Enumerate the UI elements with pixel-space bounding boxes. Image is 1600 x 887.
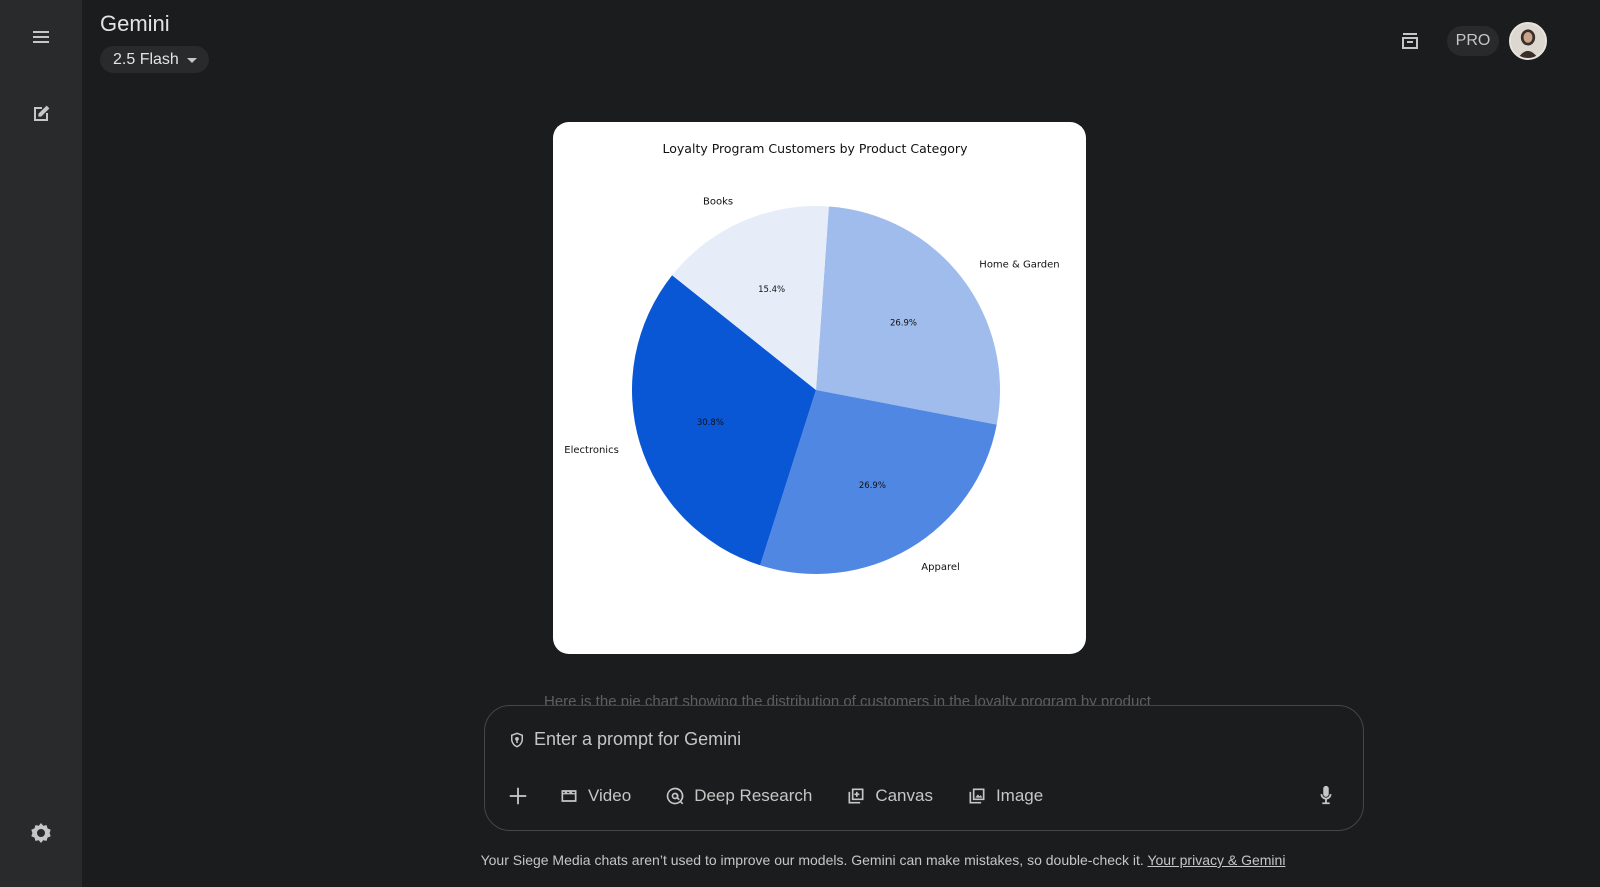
microphone-icon	[1320, 785, 1332, 805]
sidebar	[0, 0, 82, 887]
main-area: Gemini 2.5 Flash PRO Loyalty Program Cus…	[82, 0, 1600, 887]
model-label: 2.5 Flash	[113, 50, 179, 68]
pie-category-label: Books	[703, 196, 733, 207]
tool-video[interactable]: Video	[559, 786, 631, 806]
pie-slice-electronics	[632, 275, 816, 566]
avatar[interactable]	[1509, 22, 1547, 60]
pie-category-label: Apparel	[921, 562, 960, 573]
new-chat-button[interactable]	[21, 94, 61, 134]
prompt-composer: Enter a prompt for Gemini Video Deep Res…	[484, 705, 1364, 831]
pie-slice-home-garden	[816, 206, 1001, 425]
tool-canvas[interactable]: Canvas	[846, 786, 933, 806]
model-selector[interactable]: 2.5 Flash	[100, 46, 209, 73]
pie-slice-books	[672, 206, 829, 390]
pie-labels: 26.9% Home & Garden 26.9% Apparel 30.8% Elect…	[564, 196, 1059, 573]
tool-label: Image	[995, 786, 1044, 805]
video-icon	[561, 790, 577, 802]
pie-percent-label: 15.4%	[758, 285, 785, 295]
pie-percent-label: 26.9%	[890, 319, 917, 329]
microphone-button[interactable]	[1315, 784, 1339, 808]
shield-icon	[511, 732, 523, 747]
image-icon	[969, 788, 985, 804]
new-chat-icon	[34, 105, 50, 121]
pie-slices	[632, 206, 1001, 575]
previous-response-text: Here is the pie chart showing the distri…	[544, 693, 1151, 707]
pie-category-label: Electronics	[564, 445, 619, 456]
tool-label: Canvas	[875, 786, 933, 805]
plus-icon	[509, 787, 527, 805]
add-button[interactable]	[507, 785, 529, 807]
canvas-icon	[848, 788, 864, 804]
app-title: Gemini	[100, 11, 170, 36]
deep-research-icon	[666, 787, 684, 805]
chevron-down-icon	[186, 58, 197, 63]
tool-row: Video Deep Research Canvas Image	[507, 780, 1077, 812]
tool-image[interactable]: Image	[967, 786, 1043, 806]
prompt-input[interactable]: Enter a prompt for Gemini	[508, 729, 741, 750]
disclaimer-text: Your Siege Media chats aren’t used to im…	[480, 852, 1148, 868]
tool-label: Deep Research	[694, 786, 813, 805]
pie-category-label: Home & Garden	[979, 259, 1059, 270]
prompt-placeholder: Enter a prompt for Gemini	[534, 729, 742, 749]
pro-badge: PRO	[1447, 26, 1499, 56]
pie-percent-label: 30.8%	[697, 418, 724, 428]
user-photo-icon	[1511, 24, 1545, 58]
pie-slice-apparel	[760, 390, 997, 575]
pie-chart: Loyalty Program Customers by Product Cat…	[564, 141, 1060, 575]
footer-disclaimer: Your Siege Media chats aren’t used to im…	[82, 852, 1600, 868]
settings-icon	[31, 823, 51, 843]
menu-icon	[33, 31, 49, 43]
temporary-chat-icon	[1402, 33, 1418, 49]
tool-label: Video	[588, 786, 632, 805]
menu-button[interactable]	[21, 17, 61, 57]
chart-card[interactable]: Loyalty Program Customers by Product Cat…	[553, 122, 1086, 654]
privacy-link[interactable]: Your privacy & Gemini	[1147, 852, 1286, 868]
tool-deep-research[interactable]: Deep Research	[665, 786, 812, 806]
pie-percent-label: 26.9%	[859, 481, 886, 491]
temporary-chat-button[interactable]	[1393, 24, 1427, 58]
settings-button[interactable]	[21, 813, 61, 853]
chart-title: Loyalty Program Customers by Product Cat…	[663, 141, 969, 156]
